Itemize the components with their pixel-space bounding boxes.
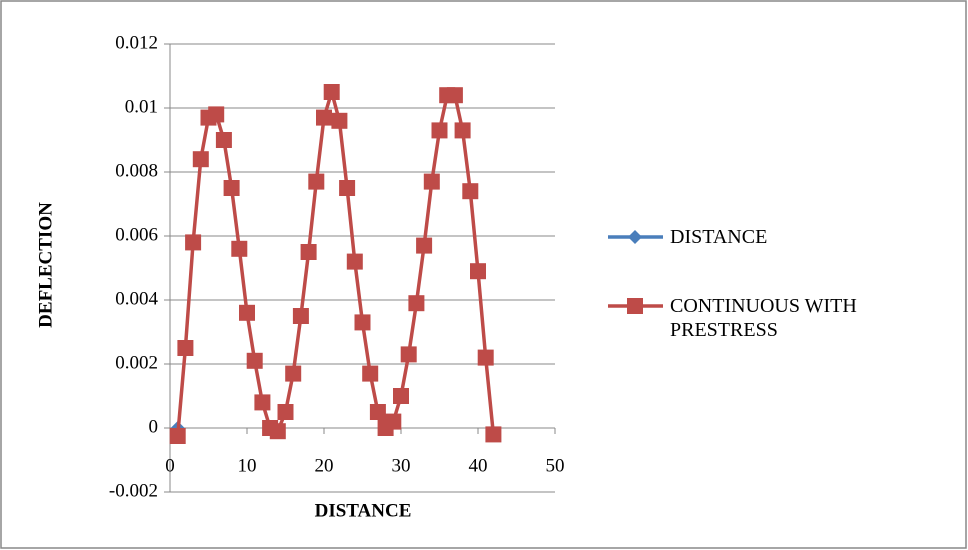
y-axis-title: DEFLECTION (35, 202, 56, 328)
data-point (431, 122, 448, 139)
data-point (192, 151, 209, 168)
data-point (169, 428, 186, 444)
x-tick-label: 30 (392, 455, 411, 476)
data-point (308, 173, 325, 190)
x-axis-title: DISTANCE (315, 500, 412, 521)
x-tick-label: 50 (546, 455, 565, 476)
data-point (362, 365, 379, 382)
data-point (239, 304, 255, 321)
data-point (185, 234, 202, 251)
data-point (215, 132, 232, 148)
y-tick-label: 0.004 (115, 288, 158, 309)
data-point (277, 404, 294, 420)
data-point (446, 87, 463, 104)
data-point (393, 388, 409, 404)
data-point (231, 240, 248, 257)
legend-label: DISTANCE (670, 226, 768, 248)
legend-marker (627, 298, 643, 314)
y-tick-label: -0.002 (109, 480, 158, 501)
data-point (416, 237, 433, 254)
y-tick-label: 0 (149, 416, 159, 437)
y-tick-label: 0.008 (115, 160, 158, 181)
data-point (300, 244, 317, 260)
x-tick-label: 0 (165, 455, 175, 476)
data-point (385, 413, 402, 430)
data-point (477, 349, 494, 366)
data-point (454, 122, 471, 139)
data-point (292, 308, 309, 324)
y-tick-label: 0.002 (115, 352, 158, 373)
y-tick-label: 0.01 (125, 96, 158, 117)
data-point (423, 173, 440, 190)
data-point (470, 263, 486, 280)
data-point (369, 404, 386, 420)
legend-label: CONTINUOUS WITH PRESTRESS (670, 295, 857, 341)
data-point (323, 84, 340, 100)
data-point (331, 112, 348, 129)
data-point (354, 314, 371, 331)
x-tick-label: 40 (469, 455, 488, 476)
x-tick-label: 10 (238, 455, 257, 476)
data-point (246, 352, 263, 369)
data-point (208, 106, 225, 123)
data-point (177, 340, 194, 356)
data-point (269, 423, 286, 440)
data-point (408, 295, 425, 312)
legend-marker (628, 230, 642, 244)
y-tick-label: 0.012 (115, 32, 158, 53)
data-point (223, 180, 240, 196)
data-point (316, 109, 332, 126)
x-tick-label: 20 (315, 455, 334, 476)
data-point (462, 183, 479, 200)
data-point (339, 180, 356, 196)
y-tick-label: 0.006 (115, 224, 158, 245)
data-point (485, 426, 502, 443)
data-point (346, 253, 363, 270)
data-point (254, 394, 271, 411)
data-point (400, 346, 417, 363)
data-point (285, 365, 302, 382)
